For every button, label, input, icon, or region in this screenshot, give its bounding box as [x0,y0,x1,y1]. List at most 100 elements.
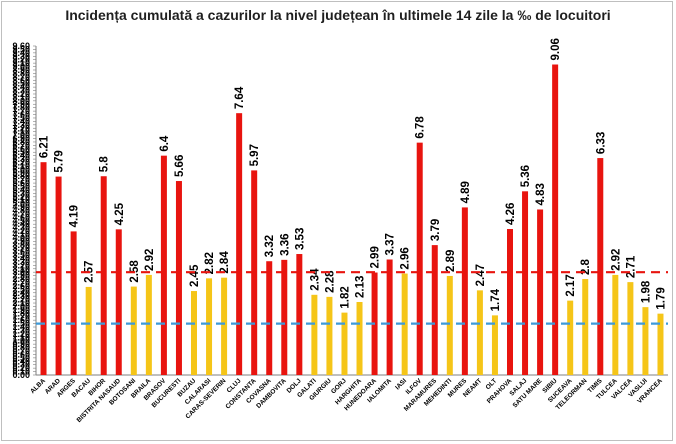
y-tick-label: 4.90 [12,202,30,212]
data-label: 1.98 [640,280,652,303]
data-label: 3.79 [430,219,442,241]
y-tick-label: 7.40 [12,116,30,126]
y-tick-label: 1.50 [12,319,30,329]
y-tick-label: 5.40 [12,185,30,195]
data-label: 6.78 [415,116,427,139]
bar [567,300,574,375]
y-tick-label: 0.90 [12,339,30,349]
y-tick-label: 8.80 [12,68,30,78]
data-label: 4.83 [535,183,547,205]
y-tick-label: 6.50 [12,147,30,157]
y-tick-label: 5.20 [12,192,30,202]
y-tick-label: 7.50 [12,113,30,123]
y-tick-label: 5.10 [12,195,30,205]
data-label: 2.84 [219,251,231,274]
y-tick-label: 4.40 [12,219,30,229]
bar [296,254,303,375]
y-tick-label: 2.90 [12,271,30,281]
data-label: 1.74 [490,288,502,311]
y-tick-label: 0.40 [12,356,30,366]
data-label: 2.71 [625,255,637,278]
y-tick-label: 8.00 [12,96,30,106]
data-label: 2.8 [580,258,592,275]
bar [356,302,363,375]
y-tick-label: 4.50 [12,216,30,226]
data-label: 2.47 [475,264,487,286]
y-tick-label: 5.50 [12,182,30,192]
y-tick-label: 2.30 [12,291,30,301]
y-tick-label: 7.00 [12,130,30,140]
y-tick-label: 8.70 [12,72,30,82]
data-label: 3.36 [279,233,291,255]
y-tick-label: 3.00 [12,267,30,277]
data-label: 4.89 [460,181,472,203]
y-tick-label: 8.30 [12,86,30,96]
chart-title: Incidența cumulată a cazurilor la nivel … [65,7,611,23]
data-label: 4.19 [69,205,81,227]
bar [597,158,604,375]
y-tick-label: 5.70 [12,175,30,185]
data-label: 5.79 [54,150,66,172]
data-label: 2.92 [610,249,622,271]
y-tick-label: 4.80 [12,206,30,216]
y-tick-label: 8.20 [12,89,30,99]
bar [552,64,559,375]
y-tick-label: 0.80 [12,343,30,353]
y-tick-label: 5.60 [12,178,30,188]
y-tick-label: 2.40 [12,288,30,298]
y-tick-label: 4.60 [12,212,30,222]
bar [341,312,348,375]
bar [266,261,273,375]
y-tick-label: 8.60 [12,75,30,85]
y-tick-label: 2.20 [12,295,30,305]
bar [175,181,182,375]
y-tick-label: 0.20 [12,363,30,373]
y-tick-label: 7.30 [12,120,30,130]
bar [115,229,122,375]
bar [522,191,529,375]
bar [476,290,483,375]
y-tick-label: 2.80 [12,274,30,284]
y-tick-label: 6.30 [12,154,30,164]
bar [657,313,664,375]
y-tick-label: 1.80 [12,308,30,318]
data-label: 3.37 [385,233,397,255]
y-tick-label: 8.10 [12,92,30,102]
y-tick-label: 7.10 [12,127,30,137]
bar [416,142,423,375]
y-tick-label: 9.50 [12,44,30,54]
bar [160,155,167,375]
y-tick-label: 2.00 [12,301,30,311]
y-tick-label: 9.30 [12,51,30,61]
y-tick-label: 3.10 [12,264,30,274]
bar [221,277,228,375]
bar [491,315,498,375]
y-tick-label: 6.20 [12,158,30,168]
data-label: 5.97 [249,144,261,166]
y-tick-label: 6.40 [12,151,30,161]
y-tick-label: 1.70 [12,312,30,322]
data-label: 2.82 [204,252,216,274]
data-label: 3.32 [264,235,276,257]
bar [236,113,243,375]
y-tick-label: 9.10 [12,58,30,68]
y-tick-label: 3.50 [12,250,30,260]
y-tick-label: 6.10 [12,161,30,171]
data-label: 7.64 [234,86,246,109]
data-label: 6.21 [39,135,51,158]
y-tick-label: 2.10 [12,298,30,308]
y-tick-label: 1.20 [12,329,30,339]
bar [386,259,393,375]
y-tick-label: 6.70 [12,140,30,150]
bar [537,209,544,375]
data-label: 2.17 [565,274,577,296]
data-label: 4.25 [114,202,126,225]
y-tick-label: 0.30 [12,360,30,370]
bar [326,296,333,375]
y-tick-label: 1.10 [12,332,30,342]
bar [145,274,152,375]
y-tick-label: 5.00 [12,199,30,209]
data-label: 2.99 [370,246,382,268]
